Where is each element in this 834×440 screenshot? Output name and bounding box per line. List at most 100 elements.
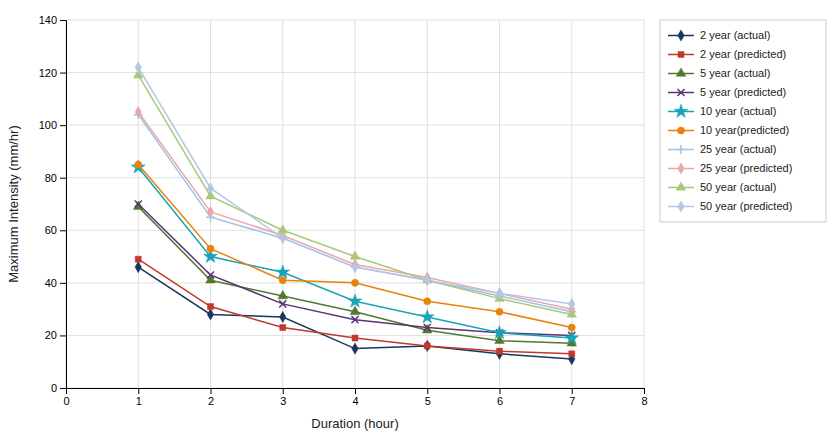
- tick-mark: [211, 388, 212, 394]
- point: [568, 324, 575, 331]
- grid: [66, 20, 644, 388]
- grid-line: [66, 177, 644, 178]
- grid-line: [210, 20, 211, 388]
- legend-entry: 25 year (predicted): [668, 162, 792, 174]
- grid-line: [66, 125, 644, 126]
- grid-line: [66, 230, 644, 231]
- legend-marker: [676, 68, 686, 76]
- point: [278, 225, 288, 233]
- tick: 4: [352, 388, 358, 407]
- point: [207, 206, 213, 217]
- tick-label: 20: [45, 329, 57, 341]
- legend-entry: 50 year (predicted): [668, 200, 792, 212]
- tick-label: 5: [425, 395, 431, 407]
- series: [133, 201, 576, 346]
- point: [135, 262, 141, 273]
- point: [276, 265, 290, 278]
- legend-marker: [677, 89, 684, 96]
- legend-marker: [678, 163, 684, 174]
- point: [496, 288, 502, 299]
- legend-label: 25 year (predicted): [700, 162, 792, 174]
- series: [135, 161, 576, 331]
- tick-label: 2: [208, 395, 214, 407]
- point: [351, 316, 358, 323]
- legend-label: 5 year (actual): [700, 67, 770, 79]
- tick: 2: [208, 388, 214, 407]
- legend-label: 2 year (predicted): [700, 48, 786, 60]
- point: [280, 311, 286, 322]
- tick: 1: [136, 388, 142, 407]
- legend-entry: 25 year (actual): [668, 143, 776, 155]
- series-line: [138, 67, 572, 304]
- tick: 7: [569, 388, 575, 407]
- tick-mark: [500, 388, 501, 394]
- point: [207, 183, 213, 194]
- legend-label: 10 year(predicted): [700, 124, 789, 136]
- point: [280, 233, 286, 244]
- point: [278, 290, 288, 298]
- series-line: [138, 112, 572, 309]
- tick-mark: [644, 388, 645, 394]
- point: [352, 343, 358, 354]
- point: [135, 62, 141, 73]
- tick-mark: [572, 388, 573, 394]
- tick: 140: [39, 14, 66, 26]
- legend-label: 5 year (predicted): [700, 86, 786, 98]
- point: [565, 331, 579, 344]
- point: [352, 335, 358, 341]
- series: [134, 110, 576, 316]
- point: [280, 325, 286, 331]
- y-axis-title: Maximum Intensity (mm/hr): [6, 125, 21, 282]
- point: [207, 271, 214, 278]
- point: [424, 340, 430, 351]
- point: [352, 262, 358, 273]
- plot-area: 012345678020406080100120140: [39, 14, 648, 407]
- tick-label: 140: [39, 14, 57, 26]
- grid-line: [282, 20, 283, 388]
- tick-label: 0: [51, 382, 57, 394]
- point: [424, 343, 430, 349]
- legend-label: 2 year (actual): [700, 29, 770, 41]
- grid-line: [66, 72, 644, 73]
- legend-marker: [676, 182, 686, 190]
- tick-label: 100: [39, 119, 57, 131]
- legend-label: 50 year (predicted): [700, 200, 792, 212]
- x-axis: 012345678: [63, 388, 647, 407]
- tick-label: 80: [45, 172, 57, 184]
- legend-marker: [674, 104, 688, 117]
- tick-mark: [355, 388, 356, 394]
- series-line: [138, 115, 572, 312]
- point: [350, 251, 360, 259]
- point: [208, 304, 214, 310]
- legend-entry: 2 year (actual): [668, 29, 770, 41]
- legend-label: 50 year (actual): [700, 181, 776, 193]
- point: [350, 306, 360, 314]
- tick: 6: [497, 388, 503, 407]
- series: [135, 106, 575, 314]
- point: [422, 325, 432, 333]
- series: [135, 200, 576, 339]
- series-line: [138, 165, 572, 328]
- legend-entry: 2 year (predicted): [668, 48, 786, 60]
- grid-line: [355, 20, 356, 388]
- tick-label: 120: [39, 67, 57, 79]
- legend-marker: [677, 127, 684, 134]
- tick-mark: [60, 73, 66, 74]
- y-axis: 020406080100120140: [39, 14, 67, 394]
- legend-entry: 10 year(predicted): [668, 124, 789, 136]
- tick-mark: [60, 283, 66, 284]
- tick-mark: [60, 20, 66, 21]
- legend-entry: 5 year (actual): [668, 67, 770, 79]
- tick: 0: [63, 388, 69, 407]
- tick-label: 6: [497, 395, 503, 407]
- point: [496, 348, 502, 359]
- legend-box: [660, 20, 826, 222]
- tick-mark: [427, 388, 428, 394]
- series-line: [138, 204, 572, 335]
- tick-label: 40: [45, 277, 57, 289]
- tick: 100: [39, 119, 66, 131]
- point: [135, 200, 142, 207]
- axis-line: [60, 21, 67, 389]
- series-line: [138, 207, 572, 344]
- tick: 20: [45, 329, 66, 341]
